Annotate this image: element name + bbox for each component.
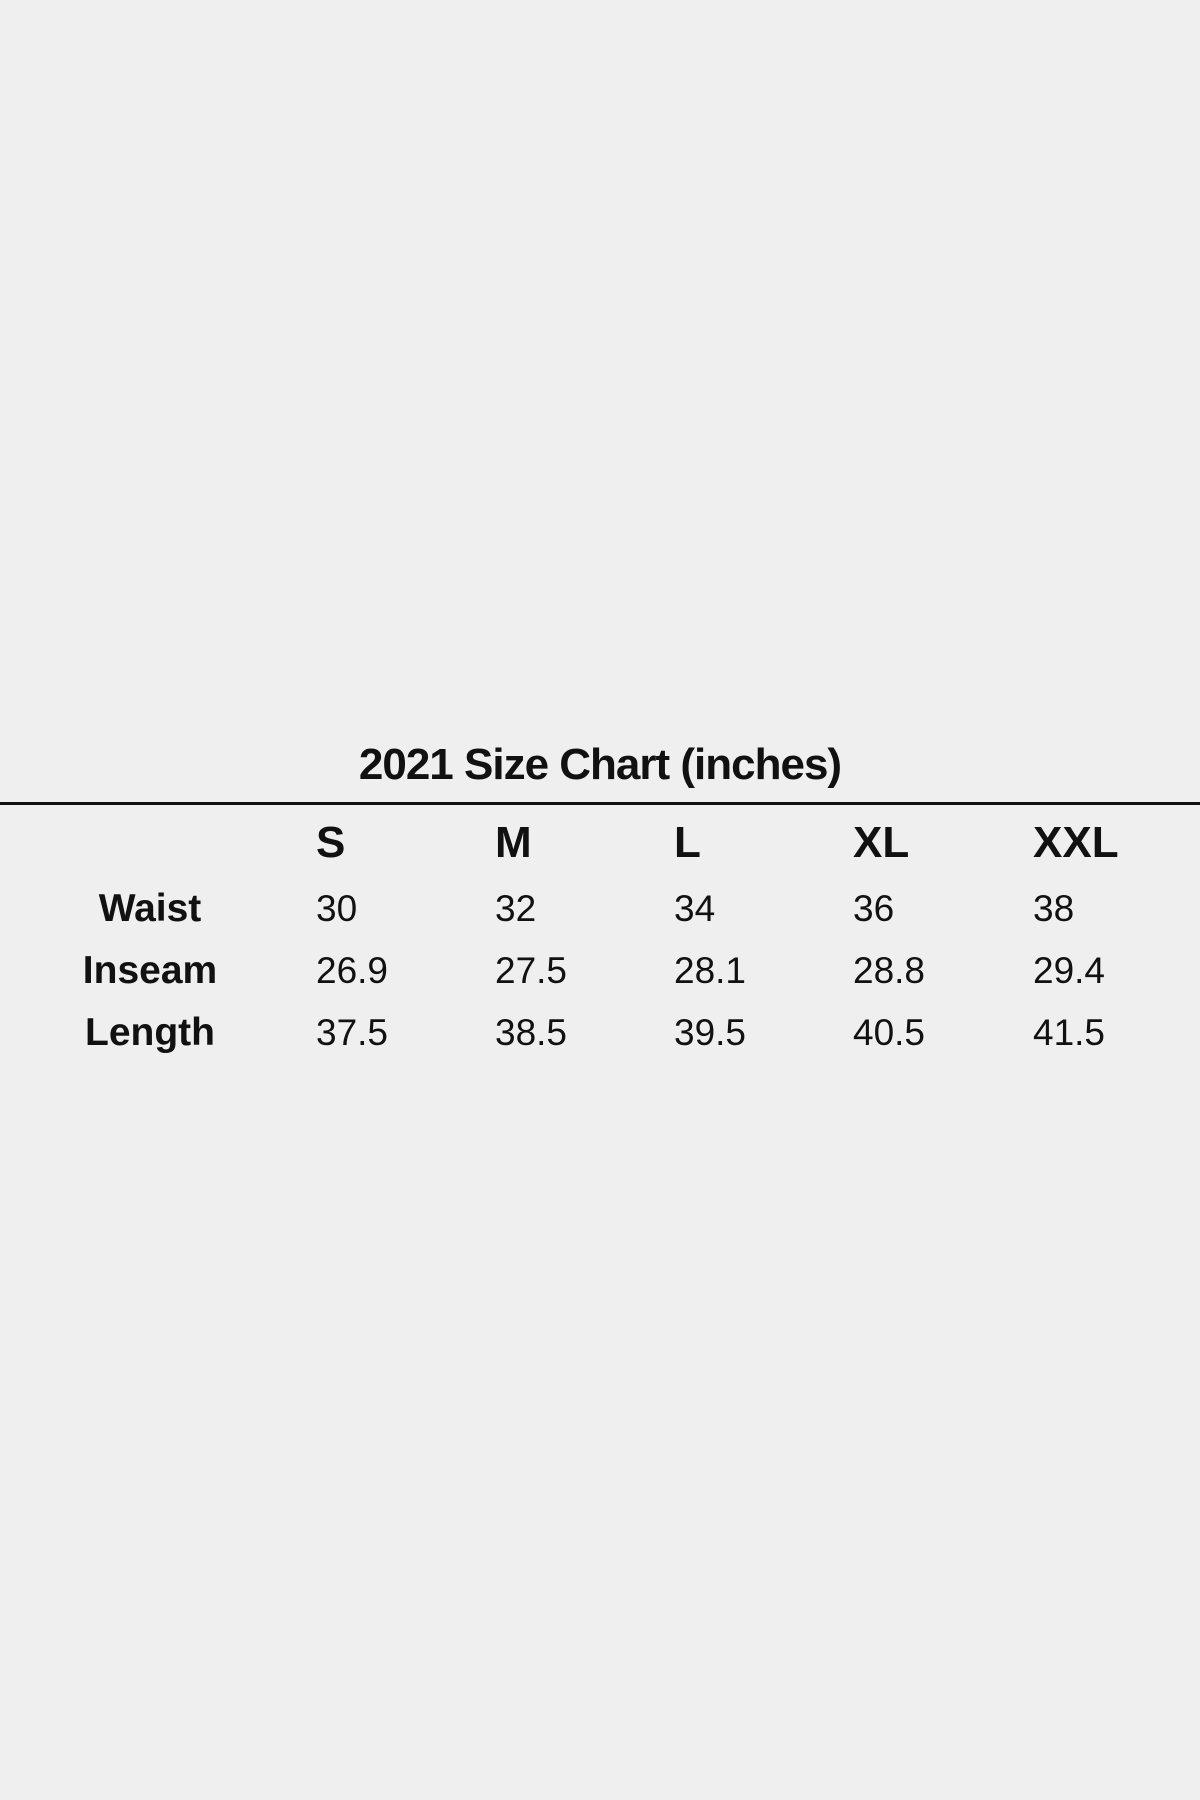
table-cell: 28.1 — [674, 950, 747, 991]
table-cell: 28.8 — [853, 950, 926, 991]
row-label-inseam: Inseam — [82, 949, 218, 992]
table-cell: 30 — [316, 888, 358, 929]
table-cell: 40.5 — [853, 1012, 926, 1053]
row-label-length: Length — [85, 1011, 215, 1054]
table-cell: 37.5 — [316, 1012, 389, 1053]
table-cell: 27.5 — [495, 950, 568, 991]
table-cell: 26.9 — [316, 950, 389, 991]
table-cell: 38.5 — [495, 1012, 568, 1053]
column-header-xl: XL — [853, 818, 910, 867]
table-cell: 41.5 — [1033, 1012, 1106, 1053]
table-cell: 36 — [853, 888, 895, 929]
table-cell: 39.5 — [674, 1012, 747, 1053]
column-header-l: L — [674, 818, 701, 867]
column-header-m: M — [495, 818, 532, 867]
title-divider — [0, 802, 1200, 805]
table-cell: 29.4 — [1033, 950, 1106, 991]
chart-title: 2021 Size Chart (inches) — [358, 740, 842, 789]
row-label-waist: Waist — [98, 887, 202, 930]
table-cell: 38 — [1033, 888, 1075, 929]
column-header-xxl: XXL — [1033, 818, 1119, 867]
table-cell: 32 — [495, 888, 537, 929]
table-cell: 34 — [674, 888, 716, 929]
column-header-s: S — [316, 818, 346, 867]
